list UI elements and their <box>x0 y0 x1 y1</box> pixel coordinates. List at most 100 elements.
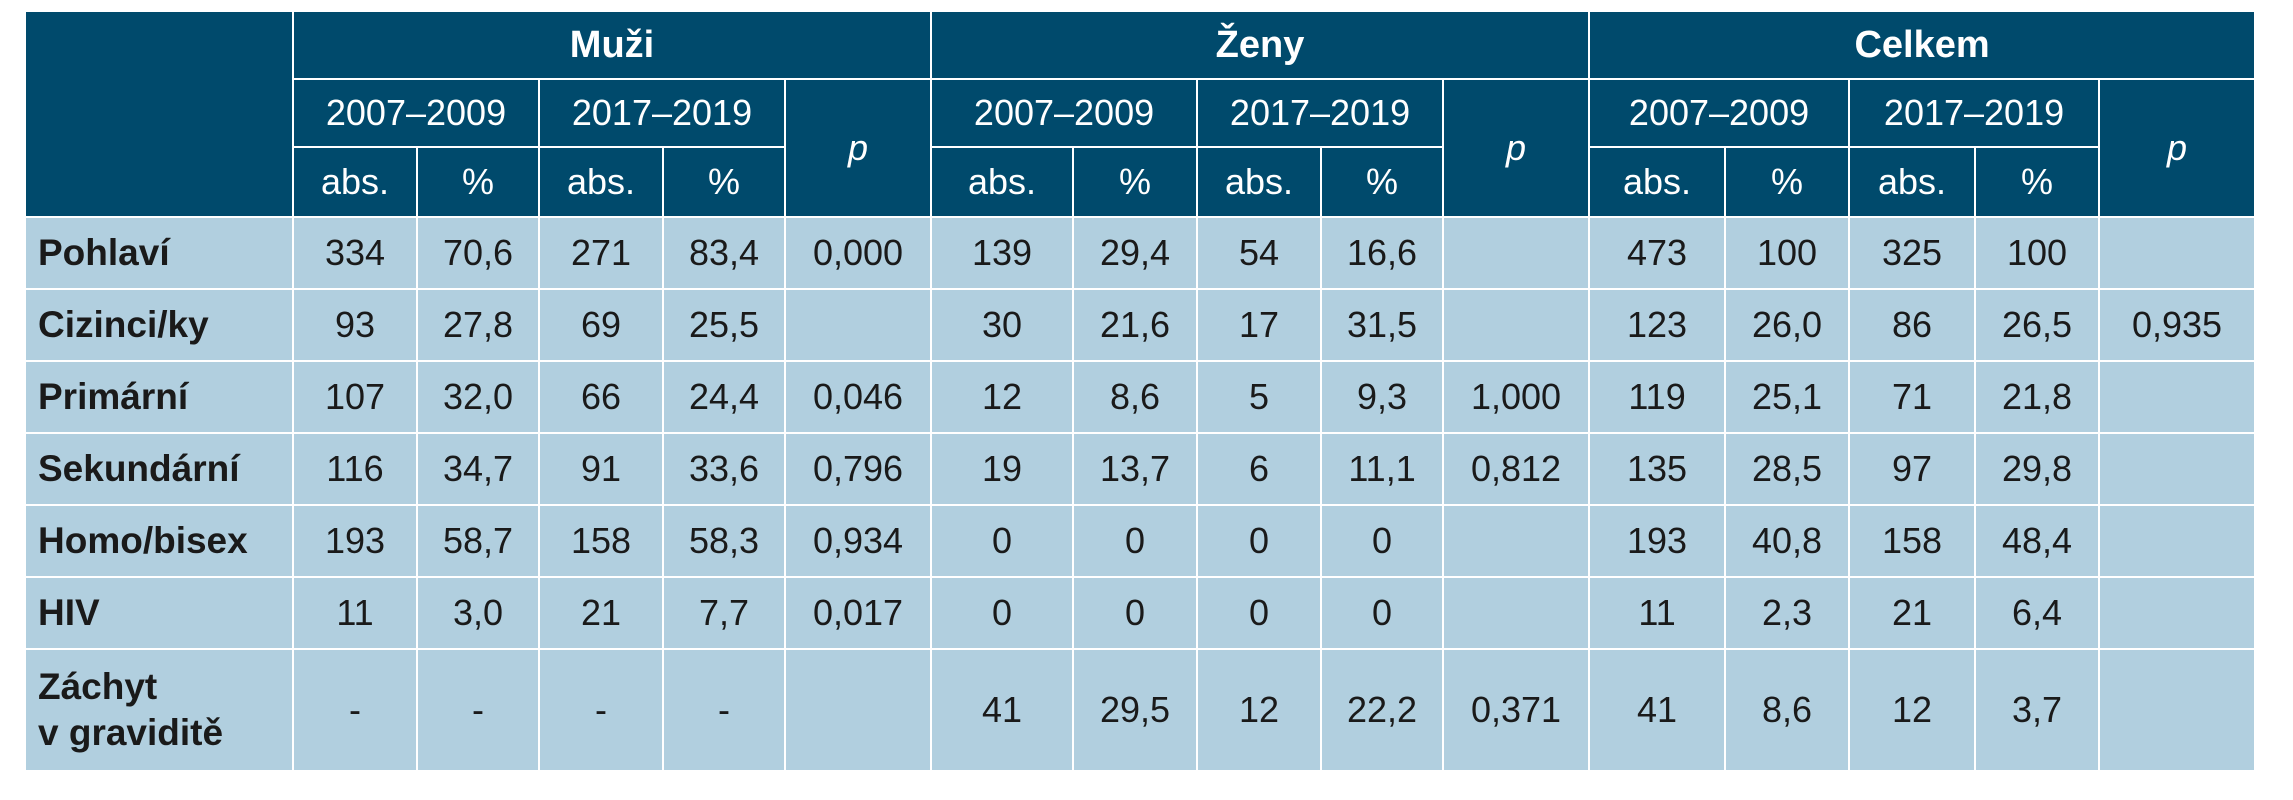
table-cell: 29,5 <box>1072 648 1199 772</box>
table-cell: 123 <box>1588 288 1727 362</box>
percent-header: % <box>1072 146 1199 218</box>
table-cell: 41 <box>1588 648 1727 772</box>
period-header: 2007–2009 <box>1588 78 1851 148</box>
percent-header: % <box>1320 146 1445 218</box>
table-cell: 54 <box>1196 216 1323 290</box>
table-cell <box>1442 576 1591 650</box>
table-cell: 193 <box>292 504 418 578</box>
table-cell: 0,812 <box>1442 432 1591 506</box>
group-header-men: Muži <box>291 10 933 80</box>
table-cell: - <box>292 648 418 772</box>
p-value-header: p <box>2098 78 2257 218</box>
table-cell: 325 <box>1848 216 1977 290</box>
table-cell: 119 <box>1588 360 1727 434</box>
table-cell: 3,0 <box>416 576 540 650</box>
table-cell: 271 <box>538 216 664 290</box>
table-cell: 83,4 <box>662 216 786 290</box>
table-cell: 32,0 <box>416 360 540 434</box>
table-cell: 25,1 <box>1724 360 1851 434</box>
table-cell: 100 <box>1724 216 1851 290</box>
table-cell: 158 <box>538 504 664 578</box>
row-label-line: v graviditě <box>38 712 224 753</box>
table-row: Sekundární 116 34,7 91 33,6 0,796 19 13,7 6 11,1 0… <box>24 432 2257 506</box>
table-cell: 25,5 <box>662 288 786 362</box>
period-header: 2007–2009 <box>292 78 540 148</box>
table-cell <box>2098 432 2257 506</box>
table-cell: 71 <box>1848 360 1977 434</box>
table-cell: 16,6 <box>1320 216 1445 290</box>
table-cell: 0 <box>930 576 1075 650</box>
abs-header: abs. <box>292 146 418 218</box>
table-row: Homo/bisex 193 58,7 158 58,3 0,934 0 0 0 0 193 40,8… <box>24 504 2257 578</box>
row-label: HIV <box>24 576 294 650</box>
percent-header: % <box>662 146 786 218</box>
table-cell: 8,6 <box>1724 648 1851 772</box>
table-cell: 48,4 <box>1974 504 2101 578</box>
table-cell <box>2098 576 2257 650</box>
table-cell: 0 <box>1196 576 1323 650</box>
header-row-groups: Muži Ženy Celkem <box>24 10 2257 218</box>
table-cell: 21 <box>538 576 664 650</box>
header-row-periods: 2007–2009 2017–2019 p 2007–2009 2017–201… <box>25 78 2257 218</box>
table-cell: 0,000 <box>783 216 933 290</box>
table-cell: 58,3 <box>662 504 786 578</box>
table-cell: 66 <box>538 360 664 434</box>
table-cell: 11,1 <box>1320 432 1445 506</box>
p-value-header: p <box>783 78 933 218</box>
table-cell: 2,3 <box>1724 576 1851 650</box>
data-table-container: Muži Ženy Celkem 2007–2009 2017–2019 p 2… <box>24 10 2257 772</box>
table-cell <box>2098 360 2257 434</box>
row-label: Cizinci/ky <box>24 288 294 362</box>
row-label: Primární <box>24 360 294 434</box>
row-label: Sekundární <box>24 432 294 506</box>
table-cell: 24,4 <box>662 360 786 434</box>
table-cell: 100 <box>1974 216 2101 290</box>
table-cell: 0,935 <box>2098 288 2257 362</box>
abs-header: abs. <box>930 146 1075 218</box>
p-value-header: p <box>1442 78 1591 218</box>
table-cell: 69 <box>538 288 664 362</box>
table-cell: 135 <box>1588 432 1727 506</box>
table-cell: 93 <box>292 288 418 362</box>
table-cell <box>1442 216 1591 290</box>
table-cell <box>2098 216 2257 290</box>
table-cell: 21,8 <box>1974 360 2101 434</box>
table-row: Cizinci/ky 93 27,8 69 25,5 30 21,6 17 31,5 123 26,… <box>24 288 2257 362</box>
table-cell: - <box>662 648 786 772</box>
table-cell: 26,0 <box>1724 288 1851 362</box>
row-label-line: Homo/bisex <box>38 520 248 561</box>
table-cell: 11 <box>292 576 418 650</box>
table-row: Záchyt v graviditě - - - -41 29,5 12 22,2 0,371 41… <box>24 648 2257 772</box>
table-cell: 21 <box>1848 576 1977 650</box>
table-cell: 86 <box>1848 288 1977 362</box>
corner-cell <box>24 10 294 218</box>
table-cell <box>1442 288 1591 362</box>
group-header-women: Ženy <box>930 10 1591 80</box>
header-row-units: abs. % abs. % abs. % abs. % abs. % abs. … <box>25 146 2255 218</box>
table-cell: 0 <box>1196 504 1323 578</box>
table-cell: 12 <box>1196 648 1323 772</box>
row-label: Homo/bisex <box>24 504 294 578</box>
table-cell: 0 <box>1072 576 1199 650</box>
table-cell: 0 <box>930 504 1075 578</box>
table-body: Pohlaví 334 70,6 271 83,4 0,000 139 29,4 54 16,6 4… <box>24 216 2257 772</box>
table-cell: 31,5 <box>1320 288 1445 362</box>
table-cell: 7,7 <box>662 576 786 650</box>
table-cell: 29,8 <box>1974 432 2101 506</box>
table-header: Muži Ženy Celkem 2007–2009 2017–2019 p 2… <box>24 10 2257 218</box>
table-cell: 27,8 <box>416 288 540 362</box>
row-label-line: Primární <box>38 376 189 417</box>
table-cell: 107 <box>292 360 418 434</box>
row-label-line: Záchyt <box>38 666 158 707</box>
table-cell: 116 <box>292 432 418 506</box>
table-cell: 5 <box>1196 360 1323 434</box>
table-cell <box>1442 504 1591 578</box>
row-label-line: Pohlaví <box>38 232 170 273</box>
table-cell: 0 <box>1320 504 1445 578</box>
period-header: 2007–2009 <box>930 78 1199 148</box>
table-cell <box>2098 648 2257 772</box>
period-header: 2017–2019 <box>1196 78 1445 148</box>
row-label-line: Sekundární <box>38 448 240 489</box>
group-header-total: Celkem <box>1588 10 2257 80</box>
table-cell <box>783 288 933 362</box>
